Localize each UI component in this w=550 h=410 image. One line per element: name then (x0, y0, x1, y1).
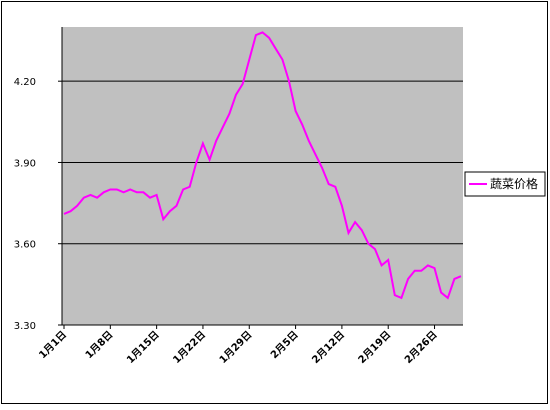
y-tick-label: 4.20 (14, 77, 36, 88)
series-line (63, 31, 462, 300)
plot-area (62, 27, 463, 325)
y-tick-label: 3.60 (14, 240, 36, 251)
y-tick-label: 3.90 (14, 158, 36, 169)
legend-label: 蔬菜价格 (490, 176, 538, 191)
y-tick-label: 3.30 (14, 321, 36, 332)
